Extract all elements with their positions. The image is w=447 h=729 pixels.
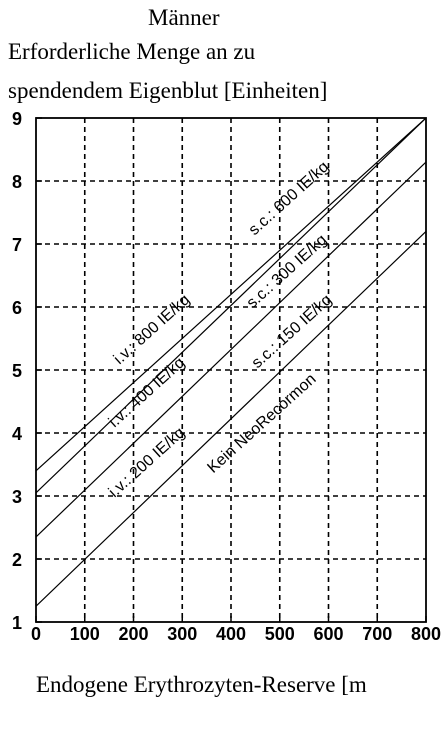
x-axis-label: Endogene Erythrozyten-Reserve [m [36, 672, 367, 697]
chart-title: Männer [148, 5, 220, 30]
series-line-label: s.c.: 600 IE/kg [246, 158, 333, 238]
y-tick-label: 6 [12, 298, 22, 318]
series-line-label: i.v.: 800 IE/kg [111, 291, 194, 368]
y-tick-label: 8 [12, 172, 22, 192]
x-tick-label: 0 [31, 624, 41, 644]
series-line-2 [36, 161, 426, 538]
x-tick-label: 600 [313, 624, 343, 644]
series-line-3 [36, 118, 426, 494]
series-line-label: Kein NeoRecormon [204, 371, 319, 477]
y-tick-label: 1 [12, 613, 22, 633]
x-tick-label: 200 [118, 624, 148, 644]
x-tick-label: 300 [167, 624, 197, 644]
series-line-label: i.v.: 400 IE/kg [106, 354, 189, 431]
y-tick-label: 7 [12, 235, 22, 255]
y-tick-label: 4 [12, 424, 22, 444]
y-tick-label: 5 [12, 361, 22, 381]
chart-subtitle-line-1: Erforderliche Menge an zu [8, 39, 256, 64]
x-tick-label: 500 [265, 624, 295, 644]
x-tick-label: 400 [216, 624, 246, 644]
x-tick-label: 100 [70, 624, 100, 644]
y-tick-label: 3 [12, 487, 22, 507]
series-line-4 [36, 118, 426, 472]
x-tick-label: 800 [411, 624, 441, 644]
x-tick-label: 700 [362, 624, 392, 644]
y-tick-label: 2 [12, 550, 22, 570]
series-line-label: i.v.: 200 IE/kg [106, 424, 189, 501]
chart-subtitle-line-2: spendendem Eigenblut [Einheiten] [8, 78, 328, 103]
series-line-1 [36, 230, 426, 607]
y-tick-label: 9 [12, 109, 22, 129]
